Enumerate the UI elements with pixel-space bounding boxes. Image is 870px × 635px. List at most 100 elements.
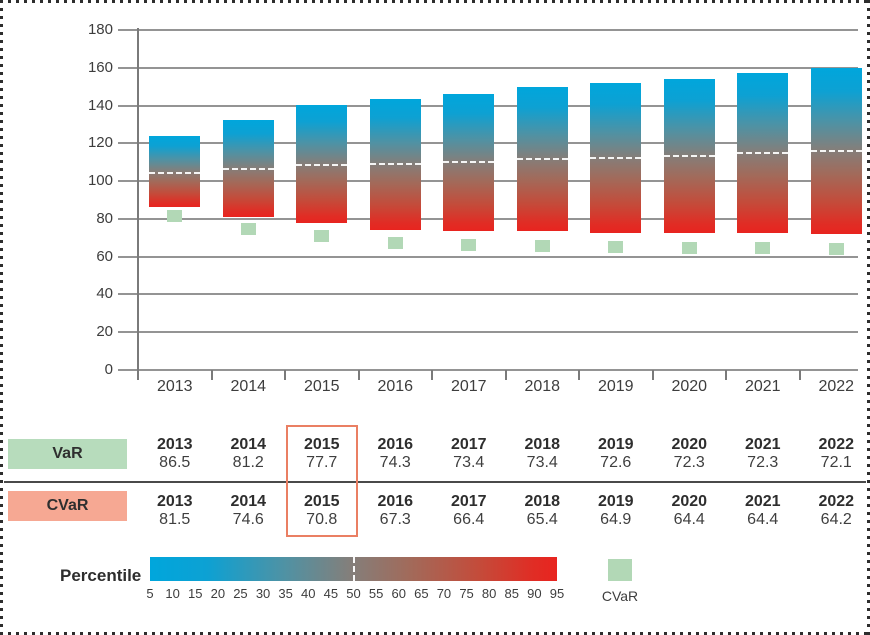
y-axis-label-160: 160 [87, 58, 113, 76]
percentile-tick-65: 65 [414, 586, 429, 601]
median-50-marker-line [352, 557, 355, 581]
median-dashed-line-2021 [737, 151, 789, 154]
page-border-left [0, 0, 3, 635]
x-axis-label-2022: 2022 [818, 378, 855, 395]
cvar-marker-2013 [167, 210, 183, 223]
median-dashed-line-2020 [663, 154, 715, 157]
cvar-marker-2018 [534, 240, 550, 253]
cvar-cell-2016: 2016 67.3 [358, 493, 432, 529]
x-axis-tick [798, 370, 801, 380]
x-axis-tick [210, 370, 213, 380]
cvar-legend-swatch [608, 559, 632, 581]
x-axis-tick [431, 370, 433, 380]
x-axis-tick [504, 370, 507, 380]
percentile-tick-50: 50 [346, 586, 361, 601]
median-dashed-line-2015 [296, 164, 348, 167]
table-value: 64.4 [673, 511, 705, 528]
cvar-cell-2015: 2015 70.8 [285, 493, 359, 529]
page-border-top [0, 0, 870, 3]
y-axis-label-80: 80 [96, 209, 113, 227]
percentile-tick-95: 95 [549, 586, 565, 601]
table-year-header: 2018 [524, 493, 561, 510]
table-year-header: 2017 [450, 493, 487, 510]
var-row-label: VaR [52, 445, 83, 462]
percentile-legend-title: Percentile [60, 566, 142, 585]
y-gridline-60 [118, 255, 858, 258]
percentile-tick-20: 20 [210, 586, 226, 601]
y-gridline-40 [118, 293, 858, 296]
x-axis-label-2017: 2017 [450, 378, 487, 395]
table-value: 67.3 [379, 511, 411, 528]
median-dashed-line-2017 [443, 161, 495, 164]
cvar-cell-2017: 2017 66.4 [432, 493, 506, 529]
y-gridline-0 [118, 369, 858, 371]
percentile-tick-30: 30 [255, 586, 271, 601]
table-year-header: 2018 [524, 436, 561, 453]
table-year-header: 2015 [303, 493, 340, 510]
table-value: 81.2 [232, 454, 264, 471]
table-value: 77.7 [306, 454, 338, 471]
var-cell-2017: 2017 73.4 [432, 436, 506, 472]
cvar-marker-2021 [755, 242, 771, 255]
table-value: 81.5 [159, 511, 191, 528]
var-cell-2018: 2018 73.4 [505, 436, 579, 472]
table-year-header: 2019 [597, 493, 634, 510]
y-gridline-180 [118, 29, 858, 31]
cvar-marker-2022 [828, 242, 844, 255]
percentile-range-bar-2018 [516, 86, 568, 232]
table-value: 72.1 [820, 454, 852, 471]
percentile-range-bar-2013 [149, 135, 201, 207]
percentile-range-bar-2020 [663, 79, 715, 234]
percentile-tick-90: 90 [527, 586, 542, 601]
table-year-header: 2020 [671, 493, 708, 510]
x-axis-label-2013: 2013 [156, 378, 193, 395]
percentile-tick-25: 25 [233, 586, 248, 601]
table-year-header: 2014 [230, 493, 267, 510]
page-border-right [867, 0, 870, 635]
median-dashed-line-2019 [590, 156, 642, 159]
table-value: 64.9 [600, 511, 632, 528]
var-cell-2015: 2015 77.7 [285, 436, 359, 472]
var-row-swatch: VaR [8, 439, 127, 469]
x-axis-label-2021: 2021 [744, 378, 781, 395]
percentile-tick-35: 35 [278, 586, 293, 601]
cvar-cell-2018: 2018 65.4 [505, 493, 579, 529]
percentile-tick-10: 10 [165, 586, 180, 601]
table-value: 74.3 [379, 454, 411, 471]
x-axis-tick [725, 370, 727, 380]
cvar-cell-2013: 2013 81.5 [138, 493, 212, 529]
y-gridline-20 [118, 331, 858, 334]
cvar-cell-2019: 2019 64.9 [579, 493, 653, 529]
y-axis-label-140: 140 [87, 96, 113, 114]
percentile-range-bar-2017 [443, 94, 495, 232]
table-value: 70.8 [306, 511, 338, 528]
cvar-marker-2017 [461, 238, 477, 251]
table-value: 72.3 [673, 454, 705, 471]
table-value: 64.4 [747, 511, 779, 528]
percentile-tick-40: 40 [301, 586, 316, 601]
cvar-row-label: CVaR [46, 497, 89, 514]
var-cell-2013: 2013 86.5 [138, 436, 212, 472]
percentile-tick-45: 45 [323, 586, 339, 601]
y-axis-label-0: 0 [104, 361, 113, 378]
cvar-marker-2015 [314, 230, 330, 243]
table-year-header: 2021 [744, 436, 781, 453]
cvar-cell-2014: 2014 74.6 [211, 493, 285, 529]
table-value: 64.2 [820, 511, 852, 528]
var-cell-2020: 2020 72.3 [652, 436, 726, 472]
cvar-cell-2022: 2022 64.2 [799, 493, 870, 529]
median-dashed-line-2014 [222, 167, 274, 170]
percentile-tick-15: 15 [187, 586, 203, 601]
cvar-marker-2019 [608, 241, 624, 254]
x-axis-label-2016: 2016 [377, 378, 414, 395]
percentile-range-bar-2022 [810, 67, 862, 234]
x-axis-label-2018: 2018 [524, 378, 561, 395]
cvar-marker-2014 [240, 223, 256, 236]
table-year-header: 2016 [377, 493, 414, 510]
x-axis-label-2015: 2015 [303, 378, 340, 395]
table-year-header: 2013 [156, 493, 193, 510]
table-year-header: 2022 [818, 436, 855, 453]
median-dashed-line-2016 [369, 163, 421, 166]
percentile-tick-85: 85 [504, 586, 519, 601]
